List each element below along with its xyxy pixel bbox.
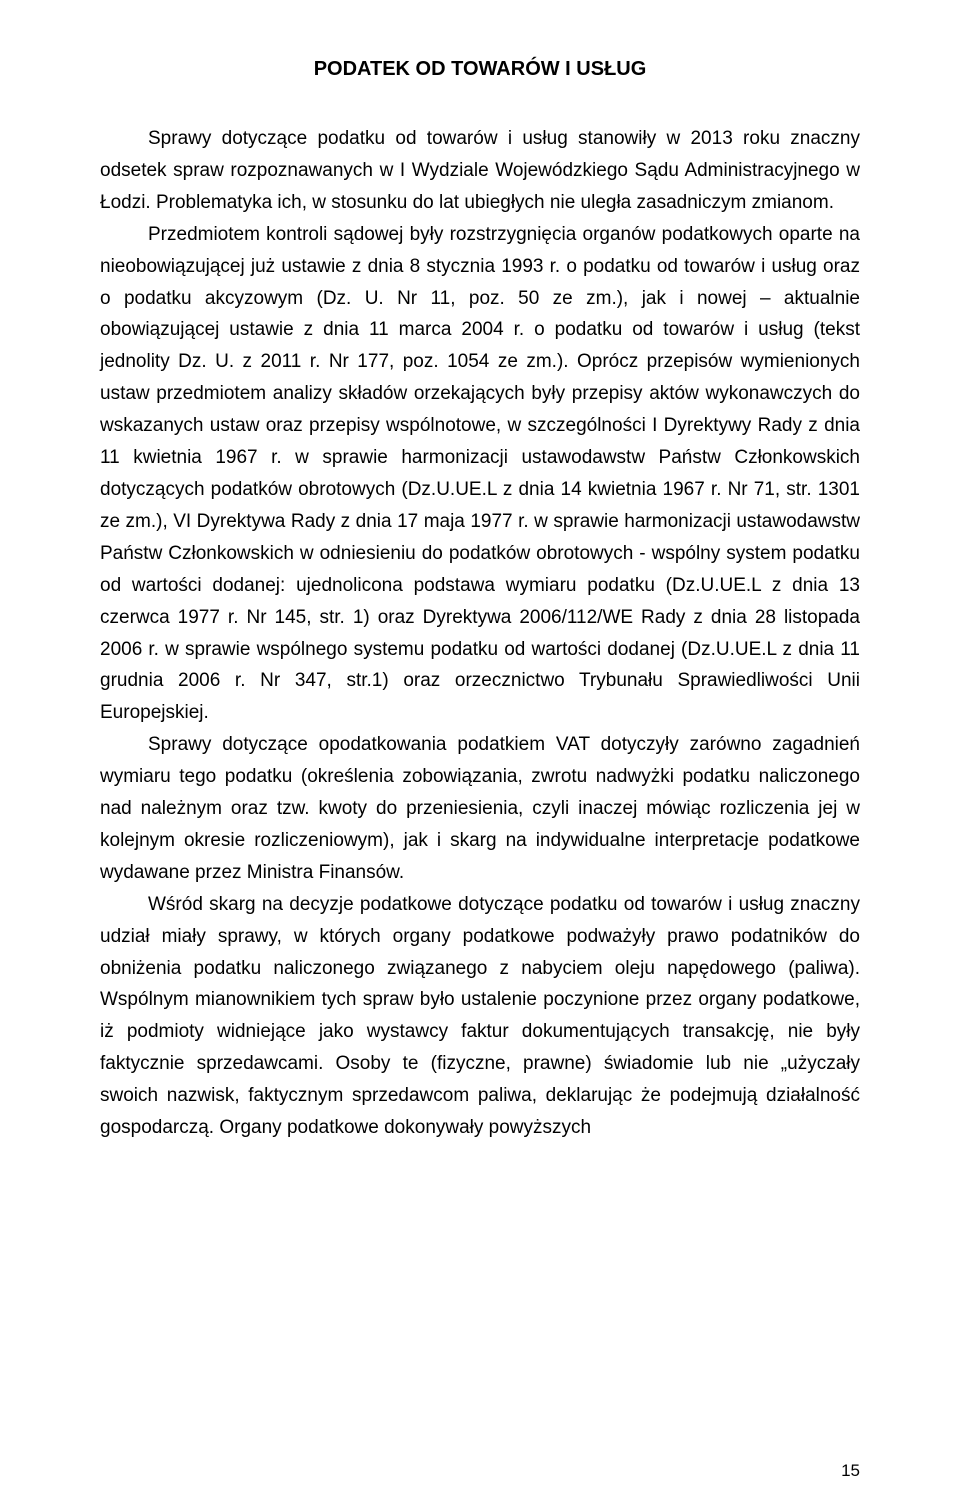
- body-text: Sprawy dotyczące podatku od towarów i us…: [100, 123, 860, 1144]
- paragraph-2: Przedmiotem kontroli sądowej były rozstr…: [100, 219, 860, 730]
- page-number: 15: [841, 1461, 860, 1481]
- page-title: PODATEK OD TOWARÓW I USŁUG: [100, 58, 860, 81]
- document-page: PODATEK OD TOWARÓW I USŁUG Sprawy dotycz…: [0, 0, 960, 1501]
- paragraph-4: Wśród skarg na decyzje podatkowe dotyczą…: [100, 889, 860, 1144]
- paragraph-1: Sprawy dotyczące podatku od towarów i us…: [100, 123, 860, 219]
- paragraph-3: Sprawy dotyczące opodatkowania podatkiem…: [100, 729, 860, 889]
